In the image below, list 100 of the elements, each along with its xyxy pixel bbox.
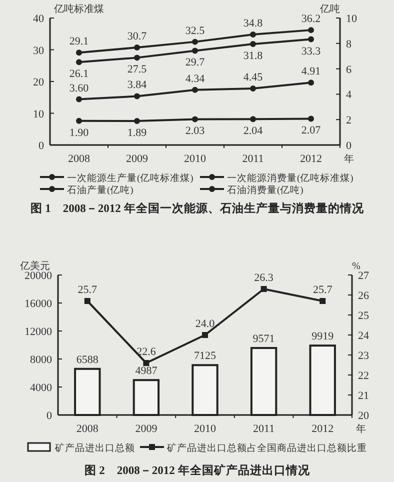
x-tick-label: 2010 bbox=[194, 423, 216, 435]
y2-tick-label: 26 bbox=[358, 290, 370, 302]
x-tick-label: 2008 bbox=[68, 153, 90, 165]
data-label: 2.07 bbox=[301, 124, 322, 137]
data-label: 4.34 bbox=[185, 72, 206, 85]
point bbox=[192, 48, 198, 54]
data-label: 1.89 bbox=[127, 126, 148, 139]
point bbox=[260, 286, 267, 292]
text: 图 2 2008－2012 年全国矿产品进出口情况 bbox=[84, 463, 311, 477]
data-label: 30.7 bbox=[127, 30, 148, 43]
y-tick-label: 10 bbox=[33, 108, 44, 120]
legend-label: 一次能源消费量(亿吨标准煤) bbox=[227, 172, 354, 184]
point bbox=[84, 298, 90, 304]
y-tick-label: 20000 bbox=[24, 270, 52, 282]
y2-axis-title: % bbox=[352, 261, 360, 272]
data-label: 26.3 bbox=[254, 272, 274, 284]
y-tick-label: 30 bbox=[33, 44, 44, 57]
point bbox=[76, 59, 82, 66]
y2-tick-label: 27 bbox=[358, 270, 370, 282]
point bbox=[192, 38, 198, 45]
data-label: 29.1 bbox=[69, 36, 89, 48]
legend-label: 石油消费量(亿吨) bbox=[227, 184, 304, 196]
data-label: 9571 bbox=[252, 333, 275, 346]
y2-tick-label: 4 bbox=[346, 89, 352, 102]
y2-tick-label: 20 bbox=[358, 410, 370, 422]
point bbox=[192, 86, 198, 93]
x-axis-title: 年 bbox=[356, 423, 366, 435]
y-tick-label: 0 bbox=[38, 140, 44, 152]
data-label: 25.7 bbox=[78, 284, 98, 296]
point bbox=[134, 93, 140, 100]
data-label: 3.84 bbox=[127, 79, 148, 92]
data-label: 32.5 bbox=[185, 24, 206, 37]
data-label: 34.8 bbox=[243, 18, 264, 30]
y2-tick-label: 0 bbox=[346, 140, 352, 152]
point bbox=[308, 116, 314, 122]
point bbox=[192, 116, 198, 122]
data-label: 4987 bbox=[135, 365, 158, 378]
y2-tick-label: 6 bbox=[346, 64, 352, 76]
y-tick-label: 20 bbox=[33, 76, 44, 88]
data-label: 29.7 bbox=[185, 56, 206, 69]
y2-tick-label: 21 bbox=[358, 390, 369, 402]
point bbox=[134, 118, 140, 124]
legend-label: 一次能源生产量(亿吨标准煤) bbox=[67, 172, 194, 184]
point bbox=[76, 96, 82, 102]
point bbox=[76, 118, 82, 124]
point bbox=[250, 41, 256, 48]
y-tick-label: 0 bbox=[46, 410, 52, 422]
x-axis-title: 年 bbox=[344, 153, 354, 165]
x-tick-label: 2009 bbox=[126, 153, 148, 165]
y2-tick-label: 2 bbox=[346, 114, 352, 127]
point bbox=[250, 116, 256, 122]
data-label: 4.45 bbox=[243, 71, 264, 84]
y-tick-label: 40 bbox=[33, 13, 44, 25]
point bbox=[134, 44, 140, 51]
y2-tick-label: 10 bbox=[346, 13, 358, 25]
point bbox=[250, 85, 256, 92]
data-label: 4.91 bbox=[301, 66, 321, 78]
data-label: 27.5 bbox=[127, 64, 148, 76]
point bbox=[202, 332, 208, 338]
y2-tick-label: 25 bbox=[358, 310, 370, 322]
point bbox=[308, 36, 314, 42]
x-tick-label: 2008 bbox=[76, 423, 99, 435]
x-tick-label: 2012 bbox=[300, 153, 322, 165]
x-tick-label: 2011 bbox=[253, 423, 275, 435]
point bbox=[308, 80, 314, 86]
x-tick-label: 2012 bbox=[312, 423, 334, 435]
point bbox=[134, 54, 140, 61]
y-tick-label: 8000 bbox=[30, 354, 52, 366]
data-label: 26.1 bbox=[69, 68, 89, 80]
legend-label: 矿产品进出口总额占全国商品进出口总额比重 bbox=[166, 442, 367, 454]
y-tick-label: 4000 bbox=[30, 382, 52, 394]
x-tick-label: 2009 bbox=[135, 423, 158, 435]
data-label: 2.04 bbox=[243, 125, 264, 138]
data-label: 6588 bbox=[76, 354, 99, 366]
data-label: 3.60 bbox=[69, 82, 90, 94]
y2-tick-label: 24 bbox=[358, 330, 370, 342]
data-label: 22.6 bbox=[136, 346, 156, 358]
point bbox=[320, 298, 326, 304]
x-tick-label: 2011 bbox=[242, 153, 264, 165]
data-label: 25.7 bbox=[312, 284, 333, 296]
y2-axis-title: 亿吨 bbox=[319, 3, 340, 15]
y-tick-label: 16000 bbox=[24, 298, 52, 310]
data-label: 2.03 bbox=[185, 125, 206, 138]
data-label: 33.3 bbox=[301, 45, 322, 58]
data-label: 9919 bbox=[312, 330, 334, 343]
data-label: 24.0 bbox=[195, 318, 216, 330]
legend-label: 矿产品进出口总额 bbox=[54, 442, 135, 454]
data-label: 7125 bbox=[194, 350, 216, 362]
legend-label: 石油产量(亿吨) bbox=[67, 184, 134, 196]
point bbox=[76, 50, 82, 56]
point bbox=[143, 360, 150, 366]
point bbox=[250, 32, 256, 38]
data-label: 36.2 bbox=[301, 13, 321, 26]
y-tick-label: 12000 bbox=[24, 326, 52, 338]
y2-tick-label: 22 bbox=[358, 370, 369, 382]
y-axis-title: 亿吨标准煤 bbox=[53, 3, 104, 15]
y-axis-title: 亿美元 bbox=[19, 260, 50, 272]
y2-tick-label: 23 bbox=[358, 350, 370, 362]
data-label: 1.90 bbox=[69, 126, 90, 139]
text: 图 1 2008－2012 年全国一次能源、石油生产量与消费量的情况 bbox=[30, 201, 365, 215]
